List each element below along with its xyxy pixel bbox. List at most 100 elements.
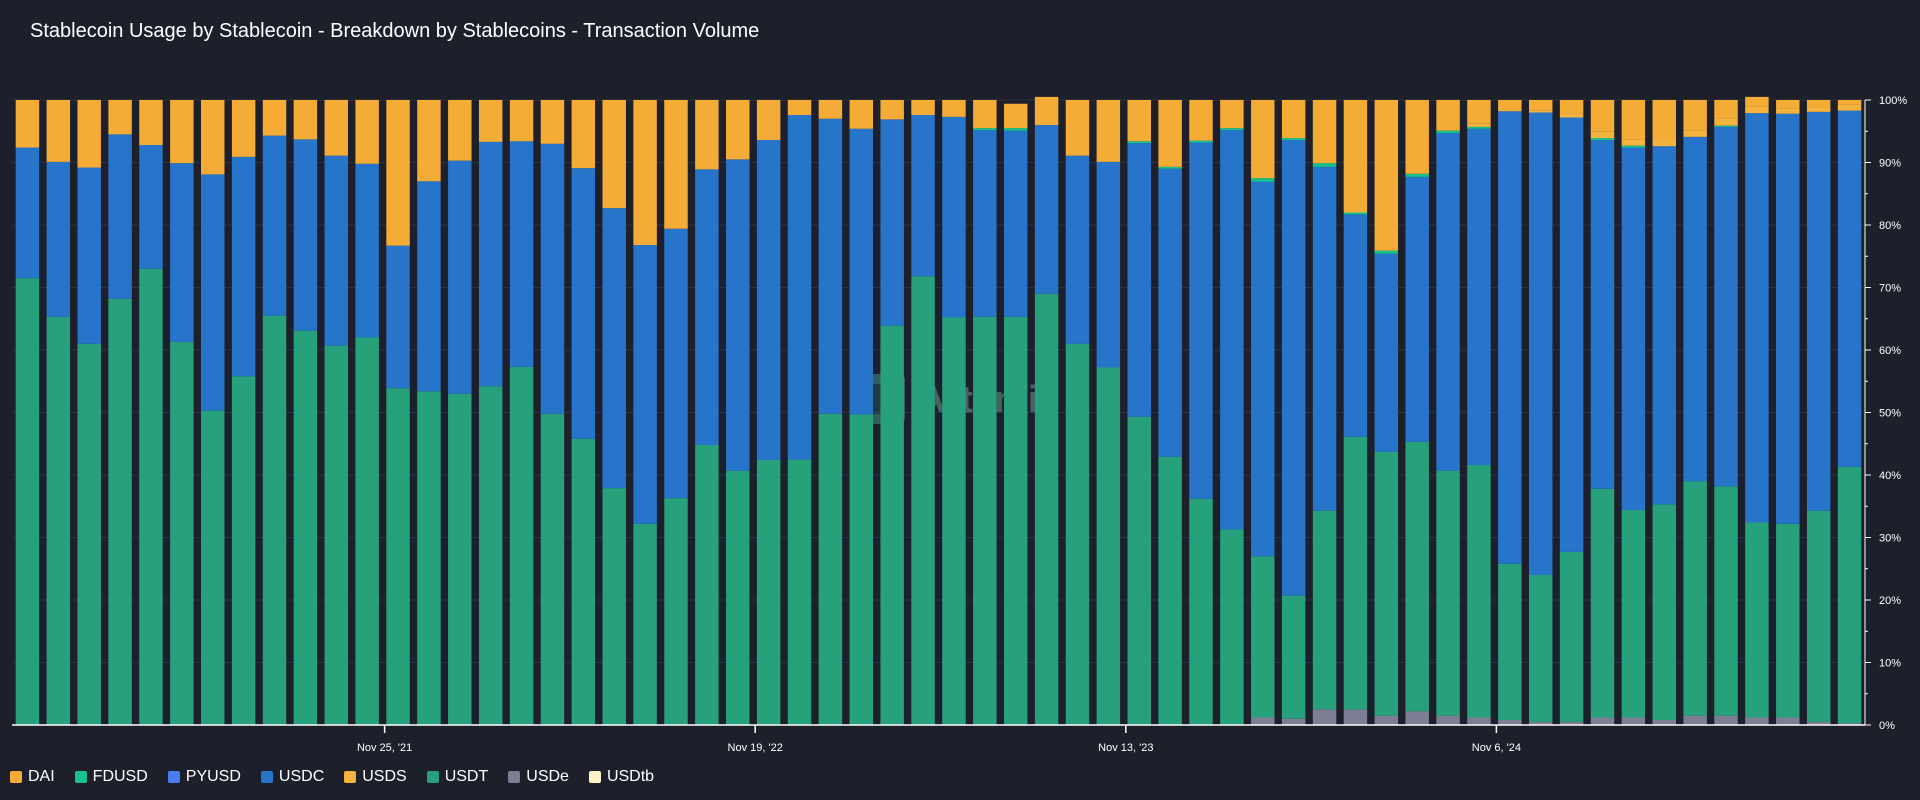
bar-segment-usdt[interactable]	[386, 388, 410, 726]
bar-segment-usdc[interactable]	[1065, 155, 1090, 344]
bar-segment-usde[interactable]	[1683, 715, 1707, 726]
bar-segment-usde[interactable]	[1281, 718, 1306, 725]
bar-segment-usdt[interactable]	[849, 414, 874, 725]
bar-segment-usdt[interactable]	[1343, 436, 1368, 710]
bar-segment-usdc[interactable]	[46, 161, 71, 317]
bar-segment-fdusd[interactable]	[1590, 138, 1615, 141]
bar-segment-usdt[interactable]	[1559, 551, 1584, 722]
bar-segment-usdc[interactable]	[293, 139, 318, 331]
bar-segment-usdc[interactable]	[1189, 142, 1213, 499]
legend-item-dai[interactable]: DAI	[10, 768, 55, 786]
bar-segment-usdt[interactable]	[1374, 451, 1399, 716]
bar-segment-usde[interactable]	[1498, 720, 1522, 725]
bar-segment-usde[interactable]	[1559, 721, 1584, 726]
bar-segment-usds[interactable]	[1714, 118, 1738, 126]
bar-segment-dai[interactable]	[324, 100, 349, 156]
bar-segment-usdt[interactable]	[818, 413, 843, 725]
bar-segment-usdc[interactable]	[1590, 140, 1615, 489]
bar-segment-usds[interactable]	[1837, 104, 1862, 111]
bar-segment-dai[interactable]	[1251, 100, 1275, 179]
bar-segment-usdt[interactable]	[139, 268, 163, 725]
bar-segment-usdt[interactable]	[509, 366, 534, 725]
bar-segment-usdt[interactable]	[1528, 575, 1553, 722]
bar-segment-usdc[interactable]	[1528, 112, 1553, 576]
legend-item-fdusd[interactable]: FDUSD	[74, 768, 148, 786]
bar-segment-dai[interactable]	[1189, 100, 1213, 141]
bar-segment-usdc[interactable]	[1343, 214, 1368, 437]
bar-segment-usde[interactable]	[1837, 723, 1862, 726]
bar-segment-usdc[interactable]	[262, 135, 287, 316]
bar-segment-fdusd[interactable]	[1374, 250, 1399, 254]
bar-segment-usdc[interactable]	[1220, 130, 1244, 530]
bar-segment-usdt[interactable]	[77, 343, 101, 725]
bar-segment-usdt[interactable]	[293, 330, 318, 726]
bar-segment-dai[interactable]	[355, 100, 379, 164]
bar-segment-usde[interactable]	[1714, 715, 1738, 726]
bar-segment-usdt[interactable]	[46, 316, 71, 726]
bar-segment-usdc[interactable]	[231, 156, 256, 377]
bar-segment-usds[interactable]	[1806, 107, 1831, 112]
bar-segment-usdc[interactable]	[973, 130, 997, 317]
bar-segment-usdc[interactable]	[664, 228, 688, 499]
bar-segment-dai[interactable]	[46, 100, 71, 162]
bar-segment-usdt[interactable]	[15, 278, 40, 726]
bar-segment-fdusd[interactable]	[1714, 125, 1738, 127]
bar-segment-dai[interactable]	[478, 100, 503, 142]
bar-segment-dai[interactable]	[849, 100, 874, 129]
bar-segment-dai[interactable]	[602, 100, 626, 209]
bar-segment-dai[interactable]	[1590, 100, 1615, 132]
bar-segment-dai[interactable]	[1528, 100, 1553, 111]
bar-segment-usdc[interactable]	[108, 134, 132, 299]
bar-segment-usde[interactable]	[1745, 717, 1769, 726]
bar-segment-usde[interactable]	[1621, 717, 1646, 726]
bar-segment-usdc[interactable]	[1281, 140, 1306, 596]
bar-segment-fdusd[interactable]	[1127, 141, 1151, 144]
bar-segment-usdc[interactable]	[77, 167, 101, 344]
bar-segment-dai[interactable]	[1158, 100, 1182, 167]
bar-segment-dai[interactable]	[1065, 100, 1090, 156]
bar-segment-usdc[interactable]	[15, 147, 40, 279]
bar-segment-usdc[interactable]	[1158, 168, 1182, 457]
bar-segment-dai[interactable]	[756, 100, 781, 140]
bar-segment-usdt[interactable]	[417, 391, 441, 725]
bar-segment-dai[interactable]	[942, 100, 966, 117]
legend-item-usdtb[interactable]: USDtb	[588, 768, 654, 786]
bar-segment-usdt[interactable]	[880, 325, 904, 726]
bar-segment-usdt[interactable]	[571, 438, 596, 725]
bar-segment-usdc[interactable]	[139, 145, 163, 269]
bar-segment-usdc[interactable]	[695, 169, 719, 446]
bar-segment-fdusd[interactable]	[973, 128, 997, 131]
bar-segment-fdusd[interactable]	[1281, 138, 1306, 141]
bar-segment-fdusd[interactable]	[1405, 173, 1429, 177]
bar-segment-usdc[interactable]	[849, 128, 874, 415]
bar-segment-usdc[interactable]	[324, 155, 349, 346]
bar-segment-dai[interactable]	[1683, 100, 1707, 131]
bar-segment-usdt[interactable]	[633, 523, 657, 725]
bar-segment-usdt[interactable]	[1467, 465, 1491, 718]
bar-segment-dai[interactable]	[1127, 100, 1151, 142]
bar-segment-usdt[interactable]	[726, 470, 750, 726]
bar-segment-dai[interactable]	[973, 100, 997, 129]
bar-segment-usde[interactable]	[1467, 717, 1491, 726]
bar-segment-usdt[interactable]	[973, 316, 997, 726]
bar-segment-usdt[interactable]	[756, 460, 781, 725]
legend-item-usdt[interactable]: USDT	[426, 768, 488, 786]
bar-segment-usdt[interactable]	[911, 276, 935, 725]
bar-segment-usdt[interactable]	[1065, 343, 1090, 725]
bar-segment-usdt[interactable]	[1158, 456, 1182, 726]
bar-segment-usdc[interactable]	[1374, 253, 1399, 452]
bar-segment-usdt[interactable]	[1189, 498, 1213, 725]
bar-segment-usdc[interactable]	[602, 208, 626, 489]
bar-segment-fdusd[interactable]	[1436, 130, 1460, 134]
bar-segment-fdusd[interactable]	[1220, 128, 1244, 131]
bar-segment-usdt[interactable]	[1498, 563, 1522, 720]
bar-segment-usdc[interactable]	[1837, 110, 1862, 467]
bar-segment-usdt[interactable]	[1096, 367, 1121, 726]
bar-segment-fdusd[interactable]	[1467, 126, 1491, 129]
bar-segment-fdusd[interactable]	[1251, 178, 1275, 182]
bar-segment-usdc[interactable]	[1745, 113, 1769, 523]
bar-segment-usde[interactable]	[1436, 715, 1460, 726]
bar-segment-usde[interactable]	[1251, 717, 1275, 726]
bar-segment-usdc[interactable]	[911, 115, 935, 277]
bar-segment-fdusd[interactable]	[1003, 128, 1028, 131]
